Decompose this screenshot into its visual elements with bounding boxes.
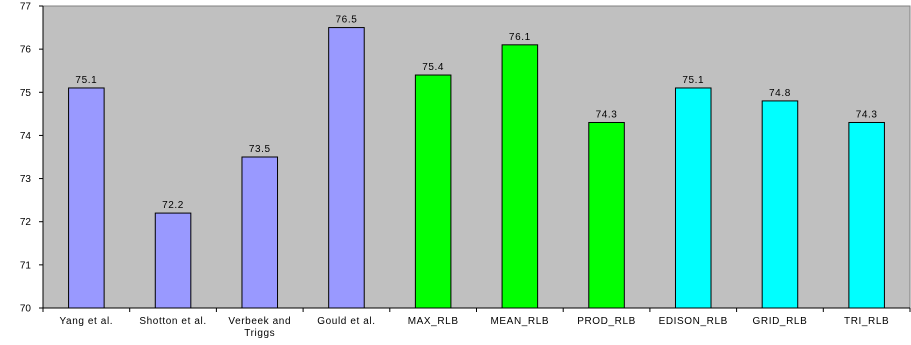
x-axis-labels: Yang et al. Shotton et al. Verbeek and Trig… (60, 316, 889, 339)
x-category-label: Yang et al. (60, 316, 114, 327)
bar (241, 156, 279, 309)
data-label: 72.2 (162, 200, 184, 211)
data-label: 73.5 (249, 144, 271, 155)
data-label: 75.4 (422, 62, 444, 73)
x-category-label: EDISON_RLB (659, 316, 728, 327)
y-tick-label: 75 (20, 88, 32, 99)
y-tick-label: 76 (20, 45, 32, 56)
data-label: 76.1 (509, 32, 531, 43)
data-label: 76.5 (336, 15, 358, 26)
y-tick-label: 74 (20, 131, 32, 142)
bar (414, 74, 452, 309)
bar (848, 121, 885, 309)
data-label: 74.8 (769, 88, 791, 99)
x-category-label: GRID_RLB (753, 316, 808, 327)
y-tick-label: 77 (20, 2, 32, 13)
bar (588, 121, 625, 309)
bars (68, 27, 885, 309)
data-labels: 75.1 72.2 73.5 76.5 75.4 76.1 74.3 75.1 74.8 74.3 (75, 15, 877, 212)
bar (154, 212, 192, 309)
y-tick-label: 73 (20, 174, 32, 185)
x-category-label: Verbeek and Triggs (228, 316, 291, 339)
y-tick-label: 70 (20, 304, 32, 315)
data-label: 75.1 (682, 75, 704, 86)
x-category-label: MAX_RLB (408, 316, 459, 327)
bar (761, 100, 799, 309)
x-category-label: Gould et al. (317, 316, 375, 327)
y-tick-label: 72 (20, 217, 32, 228)
y-axis-ticks: 70 71 72 73 74 75 76 77 (20, 2, 911, 315)
x-category-label: PROD_RLB (577, 316, 636, 327)
bar (328, 27, 365, 309)
data-label: 74.3 (596, 109, 618, 120)
data-label: 75.1 (75, 75, 97, 86)
data-label: 74.3 (856, 109, 878, 120)
y-tick-label: 71 (20, 260, 32, 271)
x-category-label: TRI_RLB (844, 316, 889, 327)
bar (501, 44, 539, 309)
bar (674, 87, 712, 309)
x-category-label: MEAN_RLB (490, 316, 549, 327)
x-category-label: Shotton et al. (139, 316, 206, 327)
bar (68, 87, 105, 309)
